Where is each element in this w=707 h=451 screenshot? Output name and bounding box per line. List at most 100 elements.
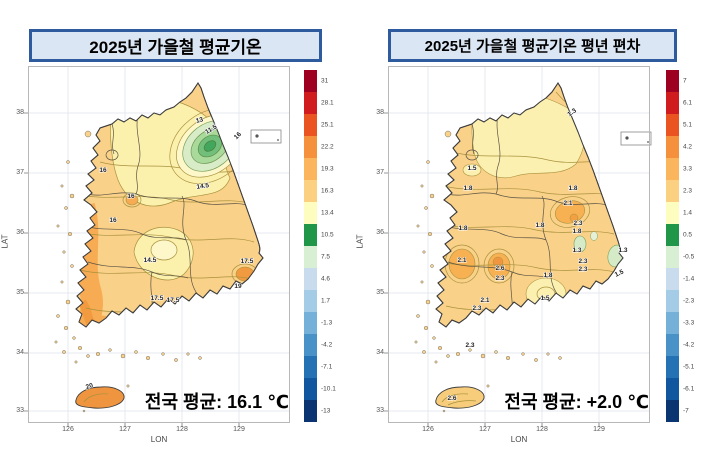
ulleungdo-inset-box <box>620 131 652 146</box>
panel-title: 2025년 가을철 평균기온 평년 편차 <box>424 38 641 55</box>
plot-frame <box>388 66 650 423</box>
x-axis-label: LON <box>510 435 528 444</box>
contour-labels: 1.3 1.5 1.8 1.8 2.1 2.3 1.8 1.8 1.8 1.3 … <box>447 107 629 403</box>
contour-label: 17.5 <box>241 258 254 265</box>
contour-label: 1.5 <box>614 268 625 278</box>
x-tick: 126 <box>422 426 434 433</box>
colorbar-label: 6.1 <box>683 99 693 107</box>
contour-label: 2.1 <box>563 200 572 207</box>
colorbar-segment <box>666 400 679 422</box>
contour-label: 1.8 <box>535 222 544 229</box>
jeju-island <box>435 384 490 413</box>
contour-label: 14.5 <box>144 257 157 264</box>
contour-label: 1.8 <box>543 272 552 279</box>
colorbar-segment <box>304 92 317 114</box>
y-tick: 37 <box>376 169 384 176</box>
contour-label: 17.5 <box>167 297 180 304</box>
contour-label: 17.5 <box>151 295 164 302</box>
x-tick: 128 <box>536 426 548 433</box>
axis-tick-marks <box>24 112 240 427</box>
colorbar-segment <box>666 136 679 158</box>
colorbar-label: 7 <box>683 77 687 85</box>
colorbar-label: 2.3 <box>683 187 693 195</box>
contour-label: 16 <box>127 193 135 200</box>
contour-label: 1.8 <box>458 225 467 232</box>
colorbar-label: 7.5 <box>321 253 331 261</box>
x-tick: 126 <box>62 426 74 433</box>
colorbar-label: -1.3 <box>321 319 333 327</box>
ulleungdo-inset-box <box>250 129 282 144</box>
y-tick: 33 <box>16 407 24 414</box>
colorbar-segment <box>304 246 317 268</box>
y-axis-label: LAT <box>355 234 365 249</box>
colorbar-segment <box>666 356 679 378</box>
colorbar-segment <box>304 114 317 136</box>
colorbar-segment <box>304 378 317 400</box>
jeju-island <box>75 384 130 413</box>
axis-tick-marks <box>384 112 600 427</box>
contour-label: 14.5 <box>196 182 210 191</box>
colorbar-label: 3.3 <box>683 165 693 173</box>
colorbar-label: 4.2 <box>683 143 693 151</box>
colorbar-label: 28.1 <box>321 99 334 107</box>
contour-label: 2.3 <box>573 220 582 227</box>
y-tick: 36 <box>16 229 24 236</box>
colorbar-label: -2.3 <box>683 297 695 305</box>
colorbar-label: -4.2 <box>683 341 695 349</box>
colorbar-segment <box>666 378 679 400</box>
coastal-islands <box>54 130 202 364</box>
anomaly-colorbar: 7 6.1 5.1 4.2 3.3 2.3 1.4 0.5 -0.5 -1.4 -2.3 -3.3 -4… <box>666 70 694 422</box>
plot-frame <box>28 66 290 423</box>
colorbar-label: 25.1 <box>321 121 334 129</box>
colorbar-segment <box>304 290 317 312</box>
contour-labels: 13 11.5 16 16 16 16 14.5 14.5 17.5 19 17… <box>84 116 254 392</box>
colorbar-label: -0.5 <box>683 253 695 261</box>
contour-label: 2.3 <box>465 342 474 349</box>
x-tick: 129 <box>233 426 245 433</box>
y-tick: 38 <box>16 109 24 116</box>
colorbar-label: -1.4 <box>683 275 695 283</box>
colorbar-segment <box>304 180 317 202</box>
colorbar-label: 10.5 <box>321 231 334 239</box>
y-tick: 34 <box>376 349 384 356</box>
colorbar-segment <box>666 224 679 246</box>
contour-label: 1.8 <box>572 228 581 235</box>
colorbar-segment <box>304 224 317 246</box>
colorbar-label: -7 <box>683 407 689 415</box>
contour-label: 1.8 <box>463 185 472 192</box>
colorbar-label: -4.2 <box>321 341 333 349</box>
y-tick: 34 <box>16 349 24 356</box>
coastal-islands <box>414 130 562 364</box>
colorbar-label: 22.2 <box>321 143 334 151</box>
province-boundaries <box>443 113 611 321</box>
colorbar-label: 31 <box>321 77 329 85</box>
colorbar-segment <box>666 92 679 114</box>
colorbar-label: 5.1 <box>683 121 693 129</box>
colorbar-label: 19.3 <box>321 165 334 173</box>
y-tick: 33 <box>376 407 384 414</box>
contour-label: 1.5 <box>540 295 549 302</box>
colorbar-label: -10.1 <box>321 385 336 393</box>
colorbar-segment <box>304 400 317 422</box>
colorbar-segment <box>666 334 679 356</box>
korea-anomaly-contour-map: 1.3 1.5 1.8 1.8 2.1 2.3 1.8 1.8 1.8 1.3 … <box>384 66 652 427</box>
contour-label: 2.1 <box>480 297 489 304</box>
y-tick: 37 <box>16 169 24 176</box>
contour-label: 2.3 <box>578 266 587 273</box>
x-tick: 128 <box>176 426 188 433</box>
colorbar-label: 1.7 <box>321 297 331 305</box>
contour-label: 1.8 <box>568 185 577 192</box>
y-tick: 36 <box>376 229 384 236</box>
contour-label: 13 <box>195 116 204 125</box>
colorbar-label: -7.1 <box>321 363 333 371</box>
colorbar-label: 16.3 <box>321 187 334 195</box>
colorbar-segment <box>304 70 317 92</box>
x-tick: 129 <box>593 426 605 433</box>
contour-label: 16 <box>99 167 107 174</box>
panel-mean-temperature: 2025년 가을철 평균기온 <box>0 0 353 451</box>
contour-label: 16 <box>233 131 243 141</box>
colorbar-segment <box>304 312 317 334</box>
y-tick: 38 <box>376 109 384 116</box>
national-average-text: 전국 평균: 16.1 ℃ <box>144 392 289 412</box>
contour-label: 20 <box>85 382 94 391</box>
